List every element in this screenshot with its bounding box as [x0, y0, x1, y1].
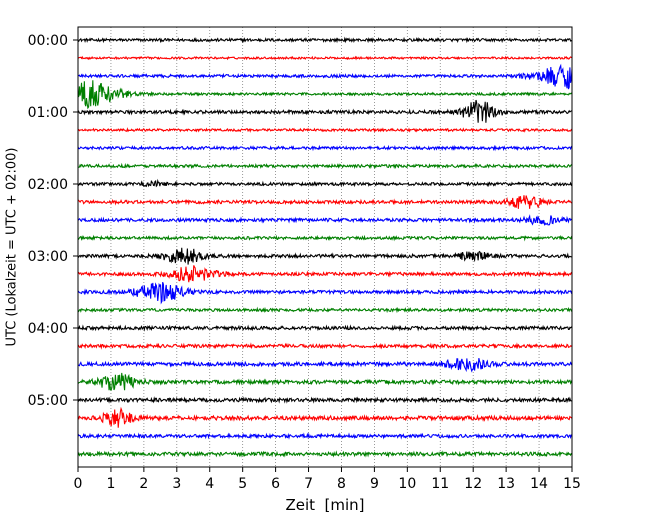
- x-tick-label: 7: [304, 476, 313, 492]
- y-tick-label: 03:00: [28, 249, 68, 265]
- trace-row: [77, 55, 573, 61]
- trace-row: [77, 247, 573, 265]
- trace-row: [77, 281, 573, 305]
- trace-row: [77, 127, 573, 133]
- trace-row: [77, 36, 573, 44]
- trace-row: [77, 234, 573, 242]
- trace-row: [77, 324, 573, 332]
- x-tick-label: 9: [370, 476, 379, 492]
- y-tick-label: 04:00: [28, 321, 68, 337]
- y-axis-label: UTC (Lokalzeit = UTC + 02:00): [5, 148, 20, 347]
- y-tick-label: 02:00: [28, 177, 68, 193]
- trace-row: [77, 396, 573, 404]
- x-tick-label: 13: [497, 476, 515, 492]
- trace-row: [77, 406, 573, 428]
- trace-row: [77, 357, 573, 373]
- x-tick-label: 14: [530, 476, 548, 492]
- trace-row: [77, 162, 573, 170]
- x-tick-label: 3: [172, 476, 181, 492]
- x-tick-label: 5: [238, 476, 247, 492]
- vertical-grid: [110, 27, 540, 467]
- x-tick-label: 15: [563, 476, 581, 492]
- trace-row: [77, 372, 573, 391]
- x-tick-label: 6: [271, 476, 280, 492]
- y-tick-label: 01:00: [28, 105, 68, 121]
- trace-row: [77, 178, 573, 188]
- x-axis-label: Zeit [min]: [285, 496, 364, 514]
- x-tick-label: 4: [205, 476, 214, 492]
- trace-row: [77, 63, 573, 90]
- trace-row: [77, 80, 573, 110]
- trace-row: [77, 144, 573, 152]
- x-tick-label: 0: [74, 476, 83, 492]
- trace-row: [77, 214, 573, 227]
- trace-row: [77, 195, 573, 209]
- x-tick-label: 10: [398, 476, 416, 492]
- plot-frame: [77, 26, 573, 468]
- y-axis-ticks: 00:00 01:00 02:00 03:00 04:00 05:00: [28, 33, 78, 409]
- y-tick-label: 00:00: [28, 33, 68, 49]
- x-axis-ticks: 0 1 2 3 4 5 6 7 8 9 10 11 12 13 14 15: [74, 467, 581, 492]
- trace-row: [77, 99, 573, 123]
- x-tick-label: 12: [464, 476, 482, 492]
- x-tick-label: 1: [106, 476, 115, 492]
- y-tick-label: 05:00: [28, 393, 68, 409]
- trace-row: [77, 265, 573, 283]
- trace-row: [77, 342, 573, 350]
- x-tick-label: 11: [431, 476, 449, 492]
- trace-row: [77, 306, 573, 314]
- trace-row: [77, 432, 573, 440]
- x-tick-label: 2: [139, 476, 148, 492]
- trace-row: [77, 450, 573, 458]
- x-tick-label: 8: [337, 476, 346, 492]
- trace-rows: [77, 36, 573, 458]
